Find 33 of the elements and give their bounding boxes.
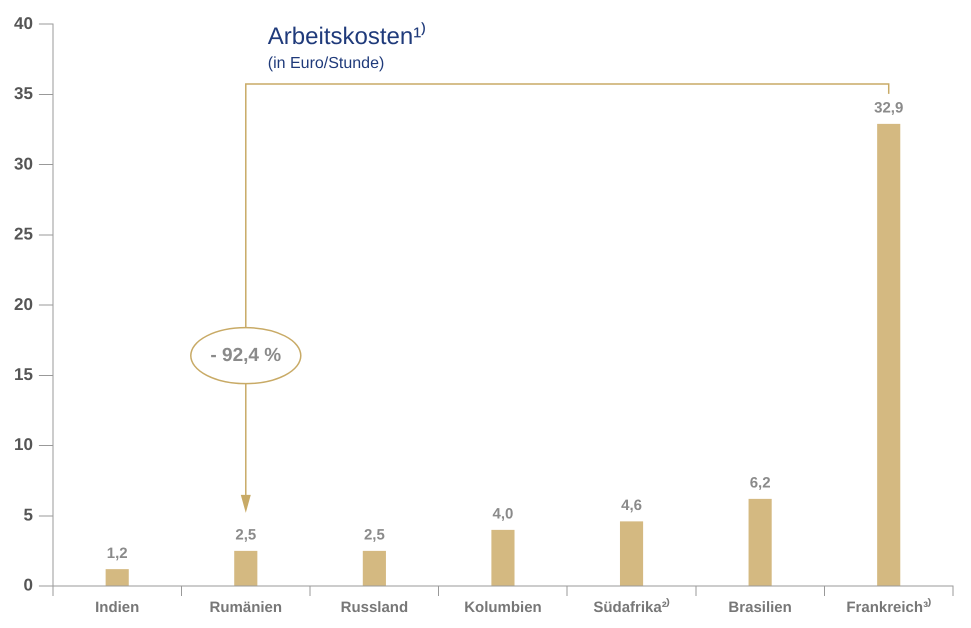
- bar: [491, 530, 515, 586]
- bar: [620, 521, 644, 586]
- bar: [234, 550, 258, 586]
- data-label: 6,2: [750, 474, 771, 492]
- data-label: 4,6: [621, 497, 642, 514]
- y-tick-label: 15: [14, 365, 33, 384]
- data-label: 4,0: [492, 505, 514, 522]
- y-tick-label: 10: [14, 435, 33, 454]
- x-tick-label: Frankreich³⁾: [846, 598, 932, 616]
- chart-title: Arbeitskosten¹⁾: [268, 22, 426, 50]
- y-tick-label: 30: [14, 154, 33, 174]
- annotation: - 92,4 %: [210, 344, 282, 366]
- y-tick-label: 20: [14, 294, 33, 314]
- data-label: 1,2: [106, 544, 128, 562]
- x-tick-label: Indien: [95, 599, 140, 616]
- x-tick-label: Kolumbien: [464, 599, 542, 616]
- bar: [106, 569, 129, 586]
- data-label: 2,5: [235, 526, 256, 544]
- text: (in Euro/Stunde): [268, 55, 384, 72]
- bar: [748, 498, 772, 586]
- y-tick-label: 40: [14, 14, 33, 33]
- bar: [877, 124, 900, 586]
- y-tick-label: 35: [14, 84, 33, 104]
- x-tick-label: Brasilien: [728, 599, 792, 616]
- y-tick-label: 25: [14, 224, 33, 244]
- bar: [362, 550, 386, 586]
- x-tick-label: Rumänien: [210, 599, 282, 616]
- x-tick-label: Russland: [340, 599, 408, 616]
- data-label: 2,5: [364, 526, 385, 544]
- y-tick-label: 0: [23, 576, 33, 595]
- y-tick-label: 5: [23, 505, 33, 524]
- x-tick-label: Südafrika²⁾: [593, 598, 670, 616]
- data-label: 32,9: [874, 100, 904, 117]
